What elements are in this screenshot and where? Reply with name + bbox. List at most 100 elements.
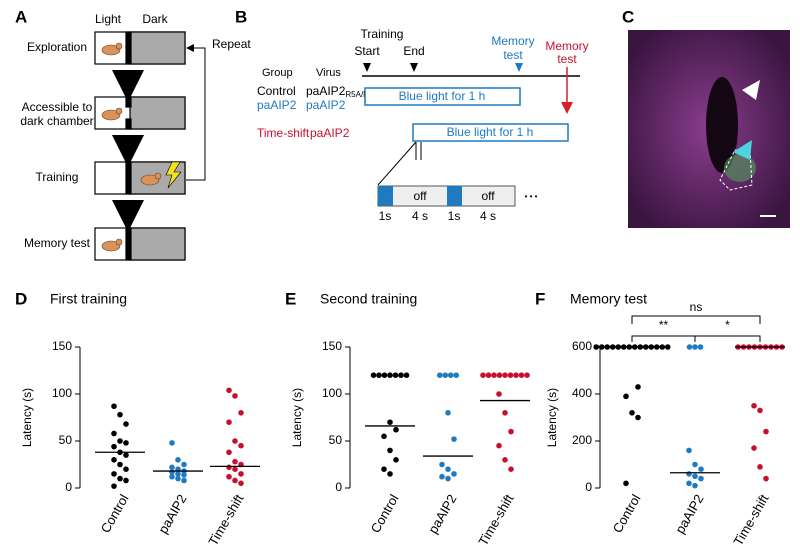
memory-test-label: Memory xyxy=(491,34,534,48)
chart-title: Memory test xyxy=(570,291,647,307)
off-label: off xyxy=(481,189,495,203)
charts: D First training Latency (s) 0 50 100 150 Contr… xyxy=(15,289,785,548)
step-label: Exploration xyxy=(27,40,87,54)
panel-b: B Training Start End Memory test Memory … xyxy=(235,7,589,223)
panel-label: F xyxy=(535,289,545,308)
significance-bracket xyxy=(694,335,761,342)
dot xyxy=(451,471,457,477)
dot xyxy=(763,475,769,482)
dot xyxy=(692,344,698,350)
dot xyxy=(451,436,457,442)
dot xyxy=(445,466,451,473)
duration-label: 1s xyxy=(379,209,392,223)
ellipsis: • • • xyxy=(525,192,538,201)
dot xyxy=(238,471,244,477)
dot xyxy=(123,421,129,427)
dot xyxy=(480,372,486,379)
virus-suffix: R5A/R6A xyxy=(345,90,379,99)
expression-area xyxy=(724,154,756,182)
dot xyxy=(692,461,698,468)
y-tick-label: 100 xyxy=(52,386,72,400)
dot xyxy=(111,430,117,437)
dot xyxy=(111,403,117,410)
dot xyxy=(623,480,629,487)
dot xyxy=(232,438,238,444)
light-label: Blue light for 1 h xyxy=(399,89,486,103)
y-tick-label: 200 xyxy=(572,433,592,447)
dot xyxy=(664,344,671,350)
dot xyxy=(175,471,181,477)
y-tick-label: 600 xyxy=(572,339,592,353)
dot xyxy=(502,410,508,416)
dot xyxy=(226,473,232,480)
dot xyxy=(169,464,175,471)
x-tick-label: paAIP2 xyxy=(425,492,459,536)
dot xyxy=(635,384,641,390)
dot xyxy=(387,471,393,477)
repeat-label: Repeat xyxy=(212,37,251,51)
dot xyxy=(387,447,393,454)
virus-label: paAIP2 xyxy=(310,126,350,140)
dot xyxy=(387,372,393,379)
dot xyxy=(123,466,129,473)
ventricle xyxy=(706,77,738,173)
y-axis-label: Latency (s) xyxy=(545,388,559,447)
dot xyxy=(123,477,129,484)
dot xyxy=(502,457,508,463)
light-box xyxy=(364,87,521,106)
light-label: Blue light for 1 h xyxy=(447,125,534,139)
dot xyxy=(751,402,757,409)
dot xyxy=(635,414,641,421)
dot xyxy=(692,482,698,489)
dot xyxy=(686,447,692,454)
dot xyxy=(686,480,692,487)
x-tick-label: Time-shift xyxy=(730,491,771,548)
panel-label: B xyxy=(235,7,247,26)
dot xyxy=(598,344,605,350)
off-label: off xyxy=(413,189,427,203)
dot xyxy=(593,344,600,350)
dot xyxy=(232,477,238,484)
white-arrowhead xyxy=(742,80,760,100)
group-label: Time-shift xyxy=(257,126,310,140)
dot xyxy=(508,428,514,435)
dot xyxy=(659,344,666,350)
dot xyxy=(117,438,123,444)
y-tick-label: 100 xyxy=(322,386,342,400)
dot xyxy=(169,473,175,480)
marker xyxy=(410,63,418,72)
x-tick-label: Control xyxy=(98,492,132,536)
dot xyxy=(123,452,129,458)
light-box xyxy=(412,123,569,142)
dot xyxy=(496,372,503,379)
y-tick-label: 0 xyxy=(335,480,342,494)
dot xyxy=(698,466,704,473)
group-label: paAIP2 xyxy=(257,98,297,112)
dot xyxy=(698,475,704,482)
x-tick-label: paAIP2 xyxy=(672,492,706,536)
dot xyxy=(403,372,410,379)
dot xyxy=(111,471,117,477)
virus-name: paAIP2 xyxy=(306,84,346,98)
dot xyxy=(370,372,377,379)
dot xyxy=(447,372,454,379)
dot xyxy=(111,443,117,450)
dot xyxy=(445,410,451,416)
panel-label: D xyxy=(15,289,27,308)
boxes xyxy=(94,31,186,261)
x-tick-label: Time-shift xyxy=(475,491,516,548)
x-tick-label: Control xyxy=(610,492,644,536)
dot xyxy=(381,433,387,440)
dot xyxy=(692,473,698,480)
dot xyxy=(238,480,244,487)
dot xyxy=(439,461,445,468)
dot xyxy=(513,372,519,379)
dot xyxy=(398,372,404,379)
y-axis-label: Latency (s) xyxy=(20,388,34,447)
dark-label: Dark xyxy=(142,12,168,26)
dot xyxy=(226,419,232,426)
dot xyxy=(232,466,238,473)
dot xyxy=(226,387,232,394)
dot xyxy=(238,442,244,449)
